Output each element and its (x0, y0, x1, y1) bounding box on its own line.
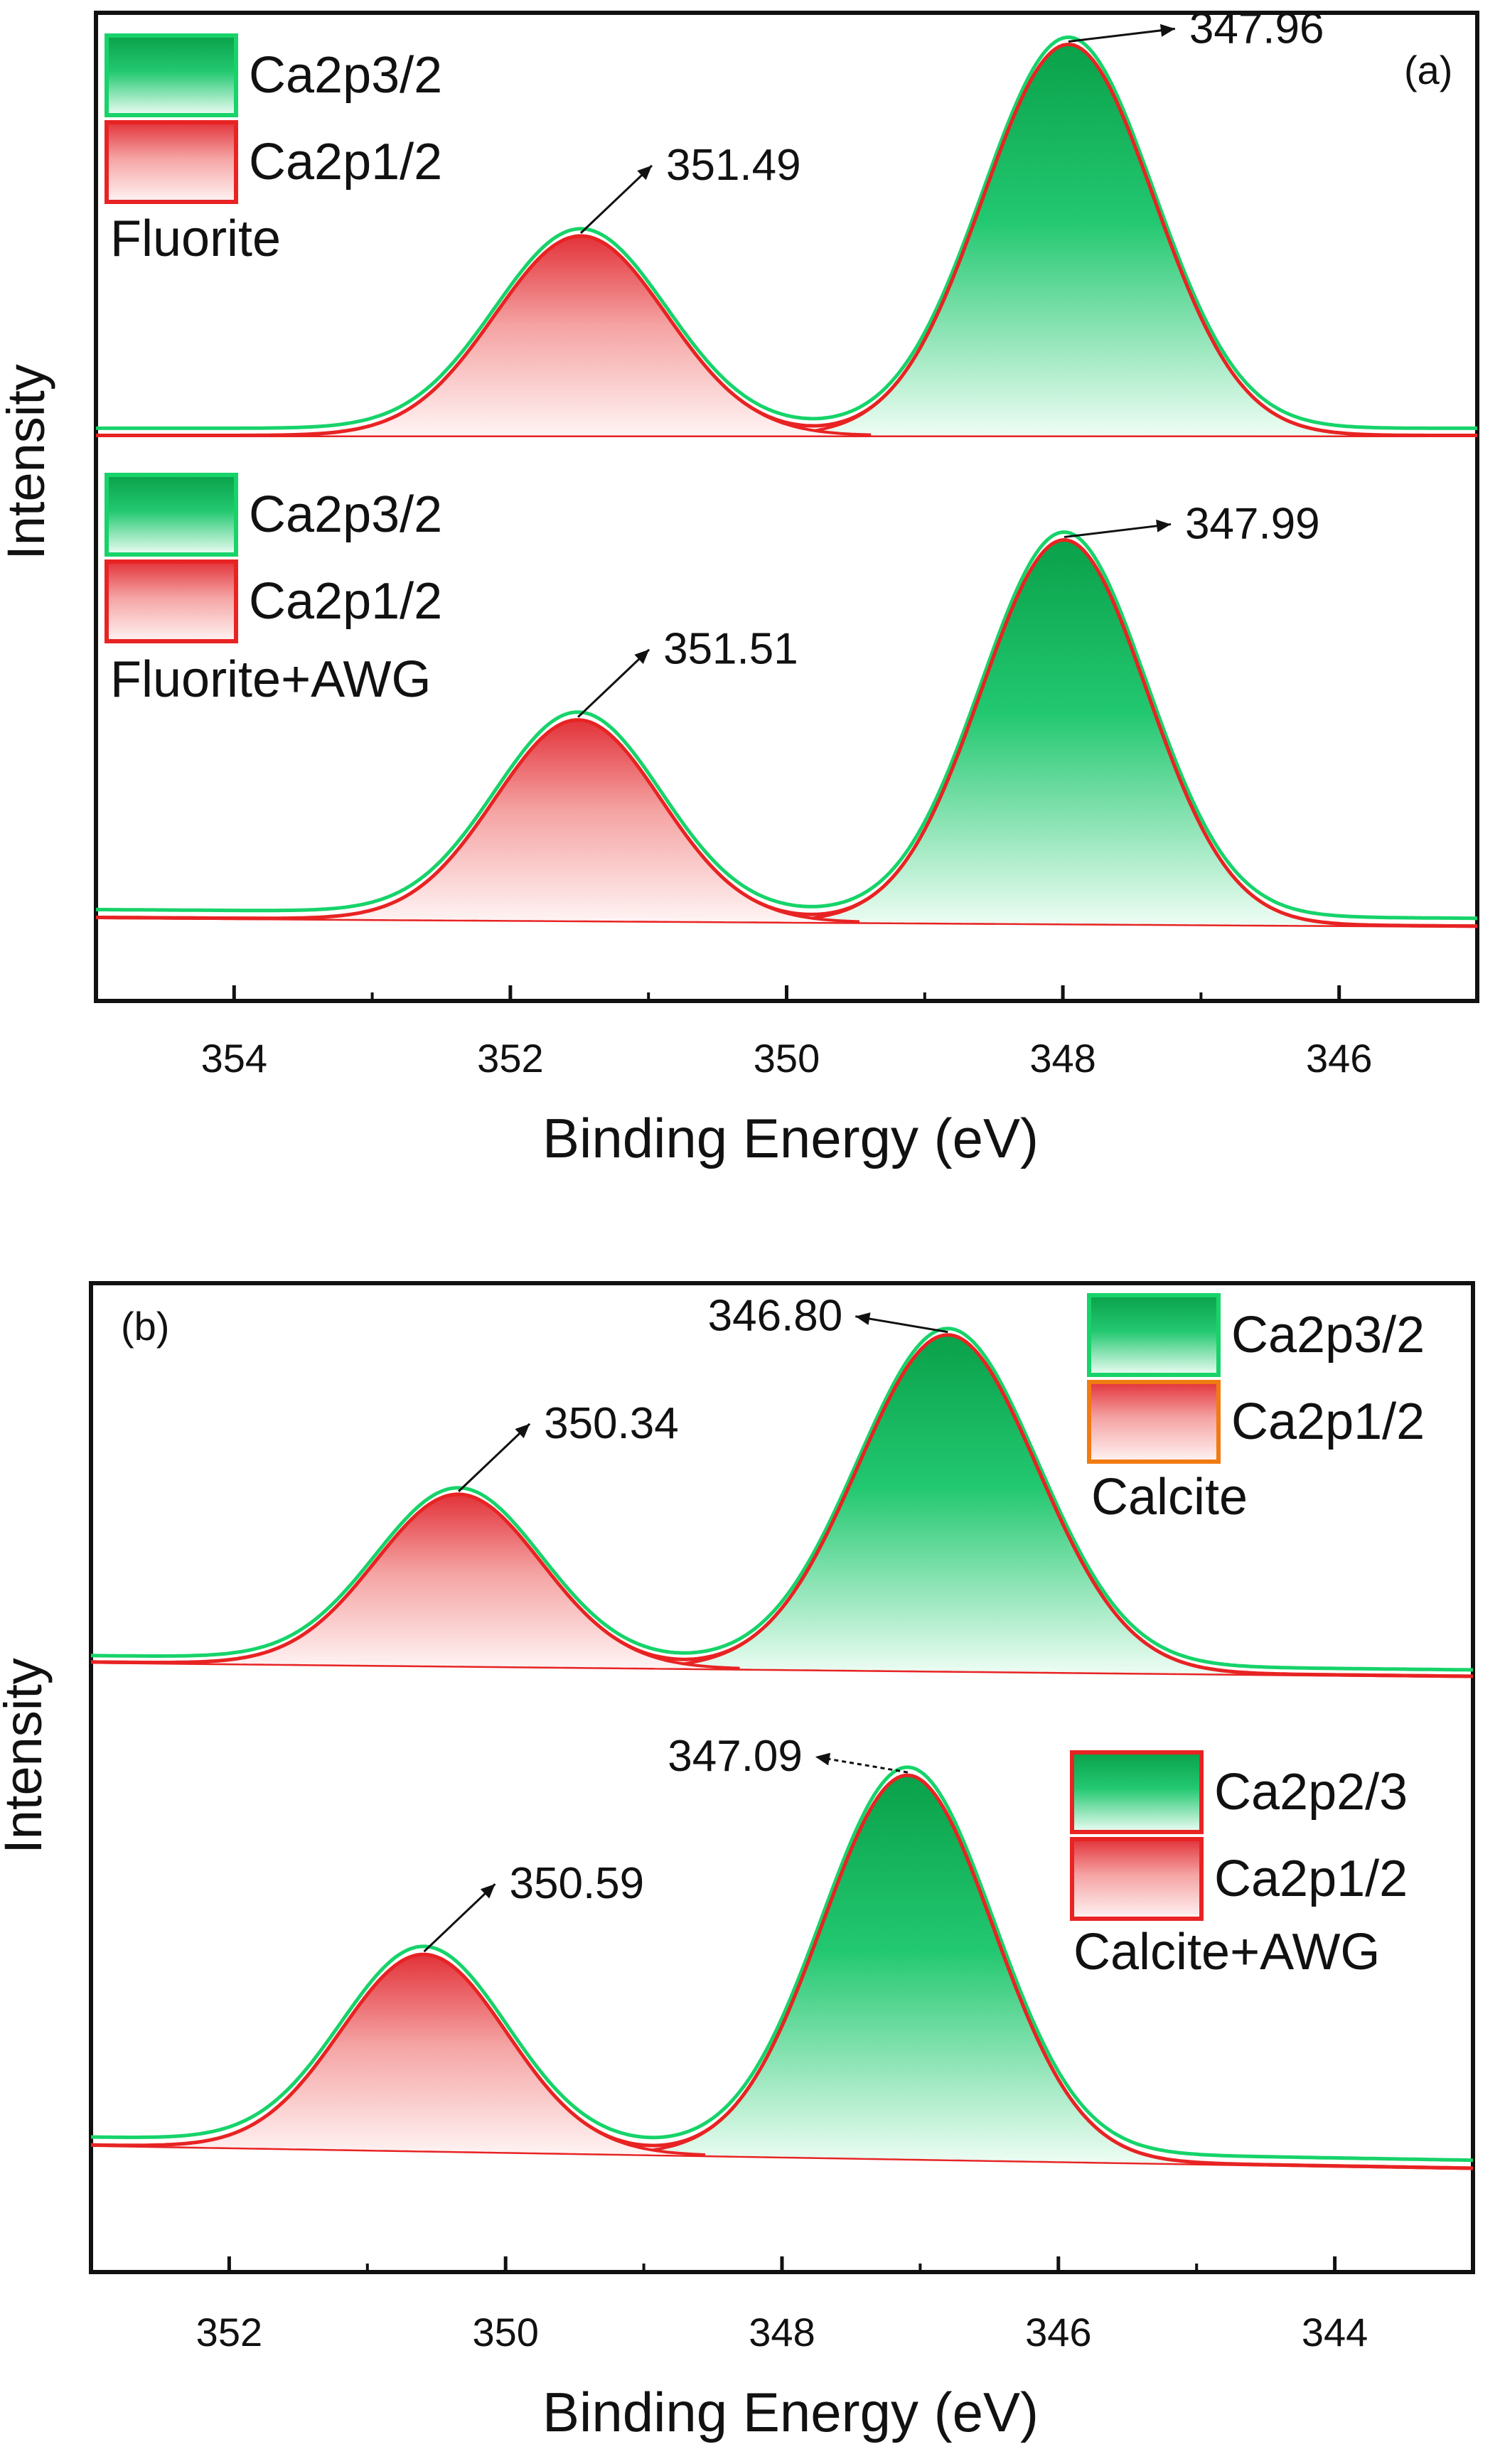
annotation-arrow-line (1068, 27, 1176, 43)
peak-area-ca2p1-2 (144, 1954, 706, 2155)
legend-label: Ca2p3/2 (249, 486, 442, 543)
legend-label: Ca2p1/2 (1231, 1393, 1425, 1450)
peak-area-ca2p1-2 (291, 235, 872, 436)
x-tick-label: 350 (754, 1036, 820, 1081)
legend-swatch-red (1087, 1380, 1221, 1464)
annotation-arrowhead (480, 1884, 495, 1899)
sample-label: Calcite (1091, 1469, 1248, 1526)
legend-label: Ca2p3/2 (249, 47, 442, 104)
peak-position-label: 347.09 (668, 1732, 803, 1781)
annotation-arrowhead (855, 1312, 871, 1325)
sample-label: Calcite+AWG (1073, 1924, 1380, 1981)
sample-label: Fluorite (110, 210, 281, 267)
peak-position-label: 347.96 (1189, 4, 1324, 53)
x-tick-label: 352 (477, 1036, 543, 1081)
raw-spectrum-line (95, 530, 1477, 921)
peak-position-label: 351.49 (666, 141, 801, 190)
peak-position-label: 350.34 (544, 1399, 679, 1448)
figure-panels: 354 352 350 348 346 Binding Energy (eV) Intens… (0, 4, 1479, 2443)
legend-swatch-green (105, 473, 238, 557)
x-tick-label: 352 (196, 2310, 262, 2355)
peak-position-label: 346.80 (708, 1292, 843, 1341)
fitted-envelope-line (96, 537, 1477, 928)
peak-position-label: 351.51 (663, 625, 798, 674)
peak-area-ca2p1-2 (179, 1494, 740, 1669)
annotation-arrow-line (458, 1423, 531, 1492)
legend-label: Ca2p1/2 (249, 134, 442, 191)
annotation-arrow-line (579, 164, 653, 234)
legend-label: Ca2p1/2 (249, 573, 442, 630)
subplot-calcite: 350.34 346.80 Ca2p3/2 Ca2p1/2 Calcite (90, 1292, 1474, 1678)
peak-area-ca2p3-2 (778, 44, 1359, 436)
legend-swatch-green (1070, 1750, 1204, 1834)
fitted-envelope-line (91, 1333, 1474, 1678)
legend-swatch-red (105, 559, 238, 643)
peak-position-label: 347.99 (1185, 499, 1320, 548)
legend-swatch-green (105, 33, 238, 117)
annotation-arrowhead (637, 165, 652, 181)
raw-spectrum-line (90, 1327, 1473, 1672)
peak-area-ca2p1-2 (299, 719, 860, 923)
sample-label: Fluorite+AWG (110, 651, 431, 708)
legend-label: Ca2p1/2 (1214, 1850, 1408, 1907)
annotation-arrow-line (423, 1883, 496, 1953)
legend-label: Ca2p2/3 (1214, 1764, 1408, 1821)
annotation-arrowhead (515, 1423, 530, 1439)
legend-swatch-red (105, 120, 238, 204)
fitted-envelope-line (91, 1773, 1474, 2170)
raw-spectrum-line (90, 1765, 1474, 2163)
fitted-envelope-line (96, 43, 1477, 437)
annotation-arrow-line (855, 1315, 948, 1334)
x-tick-label: 354 (201, 1036, 267, 1081)
y-axis-label: Intensity (0, 364, 55, 560)
panel-label: (b) (121, 1304, 169, 1349)
x-tick-label: 348 (1029, 1036, 1095, 1081)
legend-swatch-green (1087, 1293, 1221, 1377)
peak-area-ca2p3-2 (783, 540, 1344, 926)
raw-spectrum-line (96, 36, 1477, 430)
subplot-calcite-awg: 350.59 347.09 Ca2p2/3 Ca2p1/2 Calcite+AWG (90, 1732, 1474, 2170)
panel-label: (a) (1404, 48, 1452, 92)
peak-position-label: 350.59 (510, 1859, 645, 1908)
subplot-fluorite-awg: 351.51 347.99 Ca2p3/2 Ca2p1/2 Fluorite+AWG (95, 473, 1478, 928)
y-axis-label: Intensity (0, 1658, 53, 1854)
x-tick-label: 350 (472, 2310, 538, 2355)
x-axis-label: Binding Energy (eV) (542, 1107, 1039, 1169)
annotation-arrowhead (1159, 23, 1175, 37)
annotation-arrow-line (1064, 523, 1172, 538)
annotation-arrowhead (815, 1752, 831, 1766)
panel-a: 354 352 350 348 346 Binding Energy (eV) Intens… (0, 4, 1479, 1169)
x-tick-label: 344 (1302, 2310, 1368, 2355)
annotation-arrow-line (577, 648, 650, 718)
legend-label: Ca2p3/2 (1231, 1307, 1425, 1364)
subplot-fluorite: 351.49 347.96 Ca2p3/2 Ca2p1/2 Fluorite (96, 4, 1477, 438)
annotation-arrowhead (634, 649, 650, 664)
legend-swatch-red (1070, 1837, 1204, 1921)
x-tick-label: 346 (1306, 1036, 1372, 1081)
annotation-arrowhead (1156, 519, 1172, 532)
x-axis-label: Binding Energy (eV) (542, 2381, 1039, 2443)
x-tick-label: 346 (1025, 2310, 1091, 2355)
panel-b: 352 350 348 346 344 Binding Energy (eV) Intens… (0, 1281, 1475, 2443)
peak-area-ca2p3-2 (643, 1334, 1250, 1674)
x-tick-label: 348 (749, 2310, 815, 2355)
